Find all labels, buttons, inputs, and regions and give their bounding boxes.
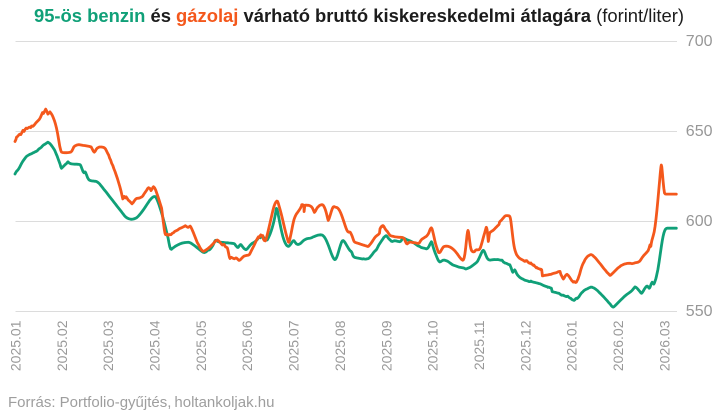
svg-text:2025.12: 2025.12 (517, 320, 533, 371)
svg-text:2025.04: 2025.04 (147, 320, 163, 371)
svg-text:650: 650 (686, 123, 713, 140)
svg-text:2025.09: 2025.09 (378, 320, 394, 371)
svg-text:600: 600 (686, 213, 713, 230)
svg-text:2025.02: 2025.02 (54, 320, 70, 371)
svg-text:2025.03: 2025.03 (100, 320, 116, 371)
svg-text:2025.07: 2025.07 (286, 320, 302, 371)
svg-text:2025.11: 2025.11 (471, 320, 487, 370)
svg-text:2025.10: 2025.10 (425, 320, 441, 371)
svg-text:2025.05: 2025.05 (193, 320, 209, 371)
svg-text:2025.08: 2025.08 (332, 320, 348, 371)
svg-text:2026.02: 2026.02 (610, 320, 626, 371)
svg-text:550: 550 (686, 303, 713, 320)
svg-text:2026.01: 2026.01 (564, 320, 580, 371)
svg-text:2025.06: 2025.06 (239, 320, 255, 371)
svg-text:700: 700 (686, 33, 713, 50)
svg-text:2026.03: 2026.03 (656, 320, 672, 371)
svg-text:2025.01: 2025.01 (8, 320, 24, 371)
